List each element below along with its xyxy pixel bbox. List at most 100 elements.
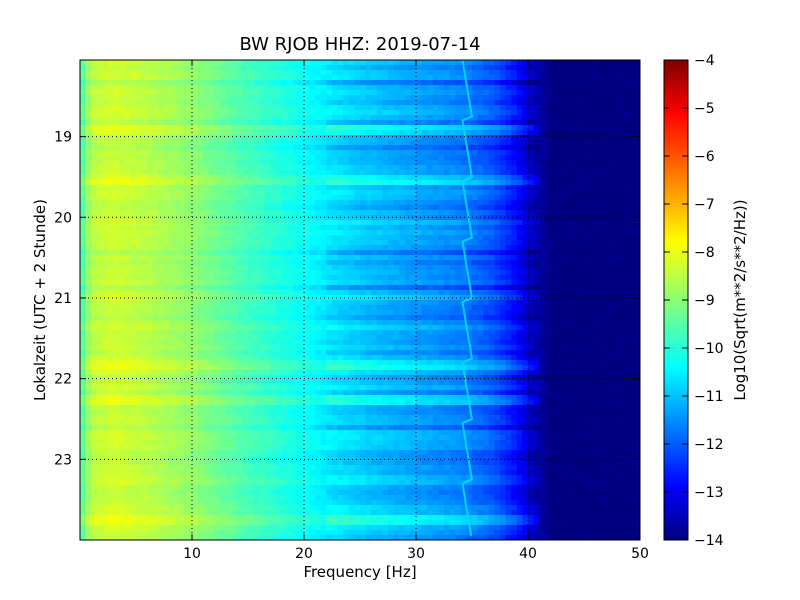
heatmap-cell <box>376 220 383 226</box>
heatmap-cell <box>488 170 495 176</box>
heatmap-cell <box>253 75 260 81</box>
heatmap-cell <box>365 265 372 271</box>
heatmap-cell <box>248 195 255 201</box>
heatmap-cell <box>505 280 512 286</box>
heatmap-cell <box>158 275 165 281</box>
heatmap-cell <box>348 125 355 131</box>
heatmap-cell <box>180 170 187 176</box>
heatmap-cell <box>388 145 395 151</box>
heatmap-cell <box>550 90 557 96</box>
heatmap-cell <box>248 245 255 251</box>
heatmap-cell <box>410 300 417 306</box>
heatmap-cell <box>432 125 439 131</box>
heatmap-cell <box>595 270 602 276</box>
heatmap-cell <box>108 230 115 236</box>
heatmap-cell <box>427 290 434 296</box>
heatmap-cell <box>550 135 557 141</box>
heatmap-cell <box>102 250 109 256</box>
heatmap-cell <box>248 205 255 211</box>
heatmap-cell <box>315 275 322 281</box>
heatmap-cell <box>136 200 143 206</box>
heatmap-cell <box>399 205 406 211</box>
heatmap-cell <box>544 125 551 131</box>
heatmap-cell <box>102 200 109 206</box>
heatmap-cell <box>449 80 456 86</box>
heatmap-cell <box>595 290 602 296</box>
heatmap-cell <box>164 130 171 136</box>
heatmap-cell <box>220 130 227 136</box>
heatmap-cell <box>259 285 266 291</box>
heatmap-cell <box>292 105 299 111</box>
heatmap-cell <box>270 250 277 256</box>
heatmap-cell <box>584 150 591 156</box>
heatmap-cell <box>578 95 585 101</box>
heatmap-cell <box>259 295 266 301</box>
heatmap-cell <box>623 180 630 186</box>
heatmap-cell <box>220 295 227 301</box>
heatmap-cell <box>561 230 568 236</box>
heatmap-cell <box>483 235 490 241</box>
heatmap-cell <box>522 250 529 256</box>
heatmap-cell <box>281 170 288 176</box>
heatmap-cell <box>102 215 109 221</box>
heatmap-cell <box>354 240 361 246</box>
heatmap-cell <box>80 305 87 311</box>
heatmap-cell <box>141 220 148 226</box>
heatmap-cell <box>326 70 333 76</box>
heatmap-cell <box>634 275 640 281</box>
heatmap-cell <box>595 80 602 86</box>
heatmap-cell <box>130 130 137 136</box>
heatmap-cell <box>253 185 260 191</box>
heatmap-cell <box>393 95 400 101</box>
heatmap-cell <box>152 180 159 186</box>
heatmap-cell <box>136 95 143 101</box>
heatmap-cell <box>309 60 316 66</box>
heatmap-cell <box>516 270 523 276</box>
heatmap-cell <box>203 295 210 301</box>
heatmap-cell <box>287 225 294 231</box>
heatmap-cell <box>438 180 445 186</box>
heatmap-cell <box>589 290 596 296</box>
heatmap-cell <box>96 150 103 156</box>
heatmap-cell <box>248 190 255 196</box>
heatmap-cell <box>578 180 585 186</box>
heatmap-cell <box>236 270 243 276</box>
heatmap-cell <box>119 80 126 86</box>
heatmap-cell <box>270 300 277 306</box>
heatmap-cell <box>494 255 501 261</box>
heatmap-cell <box>371 290 378 296</box>
heatmap-cell <box>427 220 434 226</box>
heatmap-cell <box>421 170 428 176</box>
heatmap-cell <box>466 200 473 206</box>
heatmap-cell <box>416 210 423 216</box>
heatmap-cell <box>281 130 288 136</box>
heatmap-cell <box>180 140 187 146</box>
heatmap-cell <box>500 100 507 106</box>
heatmap-cell <box>444 185 451 191</box>
heatmap-cell <box>108 80 115 86</box>
heatmap-cell <box>242 145 249 151</box>
heatmap-cell <box>561 205 568 211</box>
heatmap-cell <box>544 185 551 191</box>
heatmap-cell <box>320 215 327 221</box>
heatmap-cell <box>444 180 451 186</box>
heatmap-cell <box>203 265 210 271</box>
heatmap-cell <box>393 100 400 106</box>
heatmap-cell <box>606 135 613 141</box>
heatmap-cell <box>91 215 98 221</box>
heatmap-cell <box>158 255 165 261</box>
heatmap-cell <box>500 250 507 256</box>
heatmap-cell <box>483 130 490 136</box>
heatmap-cell <box>393 110 400 116</box>
heatmap-cell <box>315 210 322 216</box>
heatmap-cell <box>113 90 120 96</box>
heatmap-cell <box>466 180 473 186</box>
heatmap-cell <box>410 195 417 201</box>
heatmap-cell <box>556 125 563 131</box>
heatmap-cell <box>533 245 540 251</box>
heatmap-cell <box>141 160 148 166</box>
heatmap-cell <box>572 120 579 126</box>
heatmap-cell <box>438 110 445 116</box>
heatmap-cell <box>242 170 249 176</box>
heatmap-cell <box>186 125 193 131</box>
